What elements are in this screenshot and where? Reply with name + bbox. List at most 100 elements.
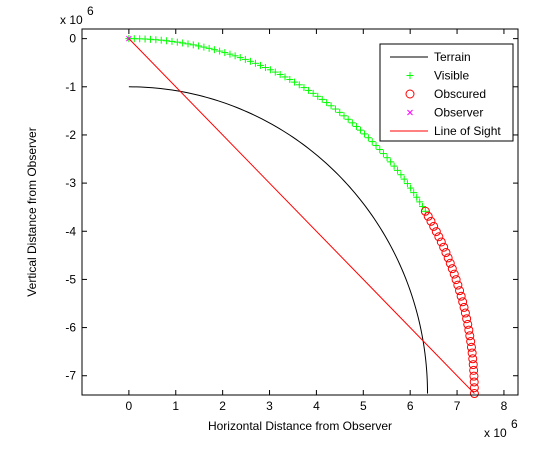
visible-marker — [221, 49, 229, 57]
obscured-marker — [459, 302, 469, 312]
legend-label: Terrain — [434, 50, 471, 64]
visible-marker — [368, 138, 376, 146]
visible-marker — [318, 95, 326, 103]
terrain-line — [128, 86, 429, 394]
visible-marker — [309, 89, 317, 97]
obscured-marker — [466, 337, 476, 347]
obscured-marker — [431, 227, 441, 237]
obscured-marker — [469, 371, 479, 381]
obscured-marker — [468, 354, 478, 364]
visible-marker — [184, 40, 192, 48]
obscured-marker — [420, 206, 430, 216]
visible-marker — [394, 166, 402, 174]
y-tick-label: 0 — [69, 32, 76, 46]
obscured-marker — [467, 348, 477, 358]
y-tick-label: -4 — [65, 224, 76, 238]
obscured-marker — [447, 264, 457, 274]
visible-marker — [295, 81, 303, 89]
x-tick-label: 1 — [172, 399, 179, 413]
visible-marker — [372, 142, 380, 150]
x-axis-label: Horizontal Distance from Observer — [208, 419, 392, 433]
obscured-marker — [445, 258, 455, 268]
visible-marker — [352, 122, 360, 130]
visible-marker — [251, 59, 259, 67]
x-marker-b — [407, 109, 413, 116]
legend-label: Line of Sight — [434, 124, 501, 138]
visible-marker — [236, 54, 244, 62]
obscured-marker — [460, 308, 470, 318]
visible-marker — [376, 146, 384, 154]
x-tick-label: 5 — [360, 399, 367, 413]
visible-marker — [387, 158, 395, 166]
y-exponent-power: 6 — [87, 4, 94, 18]
obscured-marker — [468, 360, 478, 370]
visible-marker — [163, 37, 171, 45]
y-tick-label: -7 — [65, 369, 76, 383]
visible-marker — [419, 203, 427, 211]
obscured-marker — [441, 248, 451, 258]
obscured-marker — [423, 211, 433, 221]
visible-marker — [413, 193, 421, 201]
x-tick-label: 2 — [219, 399, 226, 413]
visible-marker — [210, 46, 218, 54]
ticks-layer: 0 1 2 3 4 5 6 7 8 0 -1 -2 -3 -4 -5 -6 -7 — [65, 29, 518, 413]
visible-marker — [360, 130, 368, 138]
obscured-marker — [469, 389, 479, 399]
visible-marker — [403, 180, 411, 188]
legend: Terrain Visible Obscured Observer Line of Si… — [379, 43, 514, 142]
visible-marker — [276, 70, 284, 78]
legend-box — [379, 43, 514, 142]
obscured-marker — [429, 221, 439, 231]
visible-marker — [261, 64, 269, 72]
obscured-marker — [456, 291, 466, 301]
visible-marker — [281, 73, 289, 81]
y-tick-label: -2 — [65, 128, 76, 142]
x-tick-label: 6 — [407, 399, 414, 413]
visible-marker — [336, 108, 344, 116]
obscured-marker — [458, 297, 468, 307]
visible-marker — [256, 61, 264, 69]
legend-label: Observer — [434, 106, 483, 120]
obscured-marker — [462, 314, 472, 324]
visible-marker — [241, 55, 249, 63]
legend-label: Visible — [434, 69, 469, 83]
x-tick-label: 8 — [501, 399, 508, 413]
x-tick-label: 7 — [454, 399, 461, 413]
obscured-marker — [465, 331, 475, 341]
visible-marker — [246, 57, 254, 65]
visible-marker — [383, 154, 391, 162]
x-exponent-power: 6 — [511, 417, 518, 431]
line-of-sight — [128, 38, 475, 394]
obscured-marker — [426, 216, 436, 226]
obscured-marker — [436, 237, 446, 247]
legend-swatch-x — [407, 109, 413, 116]
obscured-marker — [434, 232, 444, 242]
x-tick-label: 4 — [313, 399, 320, 413]
obscured-marker — [439, 242, 449, 252]
legend-entries: Terrain Visible Obscured Observer Line of Si… — [390, 50, 501, 138]
visible-marker — [400, 175, 408, 183]
series-layer — [125, 35, 479, 399]
visible-marker — [340, 112, 348, 120]
obscured-marker — [469, 377, 479, 387]
obscured-marker — [469, 365, 479, 375]
visible-marker — [416, 198, 424, 206]
visible-marker — [179, 39, 187, 47]
y-axis-label: Vertical Distance from Observer — [25, 127, 39, 296]
obscured-marker — [463, 319, 473, 329]
obscured-marker — [453, 280, 463, 290]
obscured-marker — [443, 253, 453, 263]
visible-marker — [323, 99, 331, 107]
legend-label: Obscured — [434, 87, 486, 101]
x-tick-label: 3 — [266, 399, 273, 413]
visible-marker — [314, 92, 322, 100]
obscured-marker — [451, 275, 461, 285]
visible-marker — [407, 184, 415, 192]
visible-marker — [189, 41, 197, 49]
y-tick-label: -3 — [65, 176, 76, 190]
visible-marker — [168, 37, 176, 45]
visible-marker — [205, 44, 213, 52]
visible-marker — [286, 75, 294, 83]
legend-swatch-circle — [405, 89, 415, 99]
